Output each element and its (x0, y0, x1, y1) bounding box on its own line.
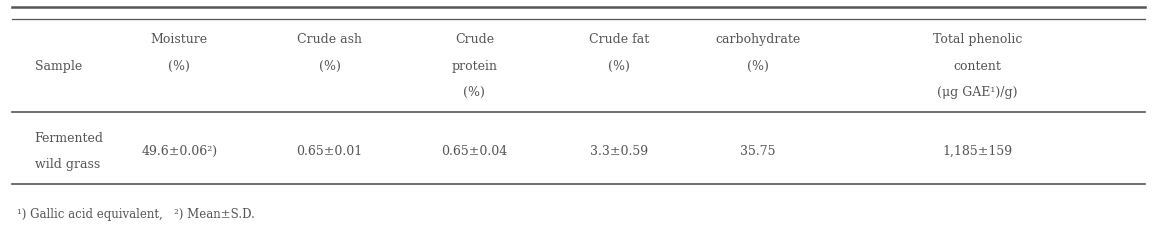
Text: (%): (%) (319, 60, 340, 73)
Text: 49.6±0.06²): 49.6±0.06²) (141, 145, 218, 158)
Text: Moisture: Moisture (150, 33, 208, 46)
Text: 0.65±0.01: 0.65±0.01 (296, 145, 363, 158)
Text: content: content (953, 60, 1002, 73)
Text: carbohydrate: carbohydrate (715, 33, 801, 46)
Text: Total phenolic: Total phenolic (933, 33, 1023, 46)
Text: 35.75: 35.75 (740, 145, 775, 158)
Text: protein: protein (451, 60, 498, 73)
Text: Crude fat: Crude fat (589, 33, 649, 46)
Text: Crude ash: Crude ash (297, 33, 362, 46)
Text: (μg GAE¹)/g): (μg GAE¹)/g) (937, 86, 1018, 99)
Text: (%): (%) (609, 60, 629, 73)
Text: (%): (%) (464, 86, 485, 99)
Text: 0.65±0.04: 0.65±0.04 (441, 145, 508, 158)
Text: Fermented: Fermented (35, 132, 104, 145)
Text: wild grass: wild grass (35, 158, 100, 171)
Text: Crude: Crude (455, 33, 494, 46)
Text: 3.3±0.59: 3.3±0.59 (590, 145, 648, 158)
Text: (%): (%) (169, 60, 190, 73)
Text: 1,185±159: 1,185±159 (943, 145, 1012, 158)
Text: Sample: Sample (35, 60, 82, 73)
Text: (%): (%) (747, 60, 768, 73)
Text: ¹) Gallic acid equivalent,   ²) Mean±S.D.: ¹) Gallic acid equivalent, ²) Mean±S.D. (17, 208, 256, 221)
